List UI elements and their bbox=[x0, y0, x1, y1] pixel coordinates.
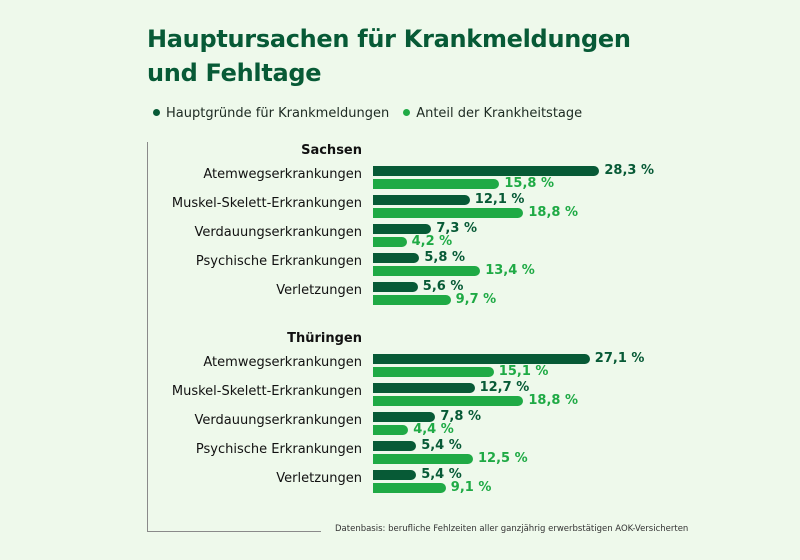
value-label: 4,4 % bbox=[413, 422, 454, 437]
title-line-2: und Fehltage bbox=[147, 59, 322, 87]
region-label: Thüringen bbox=[287, 331, 362, 346]
value-label: 5,4 % bbox=[421, 438, 462, 453]
bar-krankmeldungen bbox=[373, 166, 600, 176]
value-label: 12,7 % bbox=[479, 380, 530, 395]
value-label: 5,8 % bbox=[424, 250, 465, 265]
bar-krankmeldungen bbox=[373, 282, 418, 292]
category-label: Psychische Erkrankungen bbox=[195, 442, 362, 457]
region-label: Sachsen bbox=[301, 143, 362, 158]
footnote-rule bbox=[147, 531, 321, 532]
category-label: Verletzungen bbox=[276, 471, 362, 486]
axis-line bbox=[147, 142, 148, 532]
legend-dot-icon bbox=[403, 109, 411, 116]
bar-krankheitstage bbox=[373, 454, 473, 464]
value-label: 12,5 % bbox=[478, 451, 528, 466]
category-label: Verletzungen bbox=[276, 283, 362, 298]
value-label: 27,1 % bbox=[594, 351, 645, 366]
category-label: Psychische Erkrankungen bbox=[195, 254, 362, 269]
legend-label: Hauptgründe für Krankmeldungen bbox=[166, 106, 390, 121]
value-label: 5,6 % bbox=[422, 279, 464, 294]
footnote: Datenbasis: berufliche Fehlzeiten aller … bbox=[335, 524, 689, 534]
category-label: Verdauungserkrankungen bbox=[194, 413, 362, 428]
chart-title: Hauptursachen für Krankmeldungen und Feh… bbox=[147, 22, 631, 90]
legend-label: Anteil der Krankheitstage bbox=[416, 106, 583, 121]
legend-item-krankheitstage: Anteil der Krankheitstage bbox=[403, 106, 582, 121]
category-label: Verdauungserkrankungen bbox=[194, 225, 362, 240]
legend-item-krankmeldungen: Hauptgründe für Krankmeldungen bbox=[153, 106, 389, 121]
value-label: 5,4 % bbox=[421, 467, 462, 482]
value-label: 7,3 % bbox=[436, 221, 477, 236]
bar-krankmeldungen bbox=[373, 412, 436, 422]
title-line-1: Hauptursachen für Krankmeldungen bbox=[147, 25, 631, 53]
value-label: 12,1 % bbox=[474, 192, 525, 207]
category-label: Atemwegserkrankungen bbox=[203, 355, 362, 370]
bar-krankheitstage bbox=[373, 483, 446, 493]
bar-krankheitstage bbox=[373, 179, 500, 189]
bar-krankheitstage bbox=[373, 208, 524, 218]
category-label: Muskel-Skelett-Erkrankungen bbox=[171, 196, 362, 211]
value-label: 4,2 % bbox=[411, 234, 453, 249]
bar-krankmeldungen bbox=[373, 470, 417, 480]
value-label: 15,1 % bbox=[498, 364, 549, 379]
value-label: 28,3 % bbox=[604, 163, 655, 178]
category-label: Muskel-Skelett-Erkrankungen bbox=[171, 384, 362, 399]
bar-krankmeldungen bbox=[373, 441, 417, 451]
bar-krankmeldungen bbox=[373, 383, 475, 393]
legend: Hauptgründe für Krankmeldungen Anteil de… bbox=[153, 106, 582, 121]
value-label: 18,8 % bbox=[528, 205, 579, 220]
bar-krankheitstage bbox=[373, 266, 481, 276]
value-label: 9,1 % bbox=[450, 480, 492, 495]
value-label: 7,8 % bbox=[440, 409, 481, 424]
bar-krankheitstage bbox=[373, 367, 494, 377]
value-label: 15,8 % bbox=[504, 176, 555, 191]
bar-krankmeldungen bbox=[373, 195, 470, 205]
legend-dot-icon bbox=[153, 109, 160, 116]
bar-krankmeldungen bbox=[373, 253, 420, 263]
bar-krankmeldungen bbox=[373, 224, 432, 234]
bar-krankheitstage bbox=[373, 295, 451, 305]
bar-krankheitstage bbox=[373, 396, 524, 406]
bar-krankmeldungen bbox=[373, 354, 590, 364]
value-label: 18,8 % bbox=[528, 393, 579, 408]
value-label: 13,4 % bbox=[485, 263, 535, 278]
category-label: Atemwegserkrankungen bbox=[203, 167, 362, 182]
value-label: 9,7 % bbox=[455, 292, 497, 307]
bar-krankheitstage bbox=[373, 237, 407, 247]
bar-krankheitstage bbox=[373, 425, 409, 435]
